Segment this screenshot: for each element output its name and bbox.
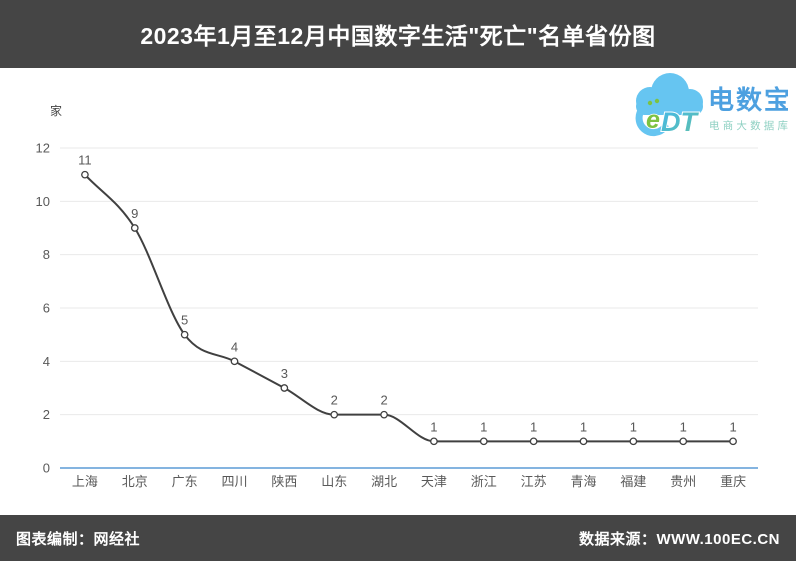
data-point-label: 1 xyxy=(729,419,736,434)
data-point-marker xyxy=(130,224,139,232)
x-axis-label: 广东 xyxy=(172,474,198,489)
x-axis-label: 北京 xyxy=(122,474,148,489)
y-axis-tick-label: 0 xyxy=(43,461,50,476)
data-point-marker xyxy=(81,170,89,179)
logo-brand: 电数宝 xyxy=(708,85,788,115)
logo-tagline: 电商大数据库 xyxy=(709,119,788,132)
x-axis-label: 湖北 xyxy=(371,474,397,489)
data-point-marker xyxy=(180,330,189,339)
data-point-label: 1 xyxy=(630,419,637,434)
x-axis-label: 江苏 xyxy=(521,474,547,489)
x-axis-label: 天津 xyxy=(421,474,447,489)
data-point-label: 5 xyxy=(181,313,188,328)
data-line xyxy=(84,173,734,443)
data-point-marker xyxy=(579,437,588,446)
data-point-marker xyxy=(729,437,737,446)
data-source: 数据来源：WWW.100EC.CN xyxy=(578,530,780,548)
y-axis-tick-label: 8 xyxy=(43,247,50,262)
edb-logo: e DT 电数宝 电商大数据库 xyxy=(635,73,788,138)
x-axis-label: 山东 xyxy=(321,474,347,489)
data-point-label: 11 xyxy=(78,153,92,168)
data-point-marker xyxy=(380,410,388,419)
data-point-marker xyxy=(430,437,438,446)
data-point-marker xyxy=(330,410,339,419)
y-axis-tick-label: 4 xyxy=(43,354,50,369)
x-axis-label: 上海 xyxy=(72,474,98,489)
data-point-label: 4 xyxy=(231,339,238,354)
chart-region: 0 2 4 6 8 10 12 上海 北京 广东 四川 陕西 山东 湖北 天津 浙江 江苏 青海 福建 贵州 重庆 11 9… xyxy=(0,68,796,515)
x-axis-label: 贵州 xyxy=(670,474,696,489)
y-axis-tick-label: 2 xyxy=(43,407,50,422)
data-point-marker xyxy=(529,437,538,446)
data-point-label: 1 xyxy=(430,419,437,434)
logo-e-dots xyxy=(647,98,660,106)
y-axis-tick-label: 12 xyxy=(36,141,50,156)
data-point-label: 3 xyxy=(281,366,288,381)
data-point-marker xyxy=(479,437,488,446)
data-point-marker xyxy=(679,437,688,446)
chart-credit: 图表编制：网经社 xyxy=(16,530,141,548)
chart-title: 2023年1月至12月中国数字生活"死亡"名单省份图 xyxy=(140,23,656,49)
y-axis-tick-label: 6 xyxy=(43,301,50,316)
footer-bar: 图表编制：网经社 数据来源：WWW.100EC.CN xyxy=(0,515,796,561)
data-point-marker xyxy=(280,384,289,392)
x-axis-label: 陕西 xyxy=(271,474,297,489)
x-axis-label: 四川 xyxy=(221,474,247,489)
logo-c-swoosh xyxy=(635,100,669,137)
data-point-label: 1 xyxy=(480,419,487,434)
x-axis-label: 重庆 xyxy=(720,474,746,489)
data-point-label: 2 xyxy=(380,393,387,408)
data-point-label: 2 xyxy=(331,393,338,408)
x-axis-label: 浙江 xyxy=(471,474,497,489)
logo-monogram-e: e xyxy=(646,106,660,134)
data-point-label: 1 xyxy=(680,419,687,434)
x-axis-label: 福建 xyxy=(620,474,646,489)
data-point-label: 1 xyxy=(530,419,537,434)
title-bar: 2023年1月至12月中国数字生活"死亡"名单省份图 xyxy=(0,0,796,68)
x-axis-label: 青海 xyxy=(570,474,596,489)
logo-monogram-dt: DT xyxy=(661,107,699,137)
data-point-marker xyxy=(629,437,638,446)
data-point-label: 9 xyxy=(131,206,138,221)
data-point-marker xyxy=(230,357,239,366)
y-axis-unit-label: 家 xyxy=(50,104,63,118)
y-axis-tick-label: 10 xyxy=(36,194,50,209)
data-point-label: 1 xyxy=(580,419,587,434)
